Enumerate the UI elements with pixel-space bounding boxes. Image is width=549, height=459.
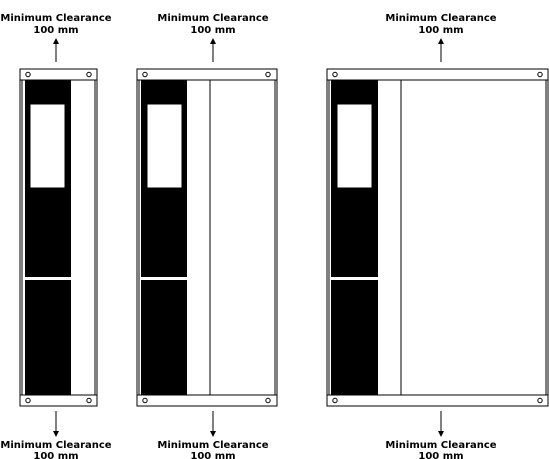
top-clearance-value-2: 100 mm bbox=[190, 25, 235, 36]
bottom-mounting-bracket-2 bbox=[136, 394, 278, 407]
mounting-hole bbox=[265, 71, 271, 78]
display-window-2 bbox=[146, 103, 183, 189]
mounting-hole bbox=[86, 397, 92, 404]
top-mounting-bracket-2 bbox=[136, 68, 278, 81]
panel-divider-2 bbox=[141, 277, 187, 280]
mounting-hole bbox=[537, 397, 543, 404]
mounting-hole bbox=[332, 397, 338, 404]
unit-medium: Minimum Clearance 100 mm Minimum Clearan… bbox=[136, 13, 278, 459]
mounting-hole bbox=[332, 71, 338, 78]
mounting-hole bbox=[537, 71, 543, 78]
bottom-arrowhead-1 bbox=[53, 431, 59, 437]
mounting-hole bbox=[25, 71, 31, 78]
top-mounting-bracket-1 bbox=[19, 68, 98, 81]
display-window-3 bbox=[336, 103, 373, 189]
bottom-clearance-value-1: 100 mm bbox=[33, 451, 78, 459]
bottom-clearance-label-1: Minimum Clearance bbox=[0, 440, 111, 451]
top-clearance-value-1: 100 mm bbox=[33, 25, 78, 36]
bottom-arrowhead-2 bbox=[210, 431, 216, 437]
panel-divider-1 bbox=[25, 277, 71, 280]
mounting-hole bbox=[265, 397, 271, 404]
top-mounting-bracket-3 bbox=[326, 68, 549, 81]
unit-large: Minimum Clearance 100 mm Minimum Clearan… bbox=[326, 13, 549, 459]
top-clearance-label-3: Minimum Clearance bbox=[385, 13, 496, 24]
bottom-arrowhead-3 bbox=[438, 431, 444, 437]
mounting-hole bbox=[142, 397, 148, 404]
bottom-clearance-label-2: Minimum Clearance bbox=[157, 440, 268, 451]
bottom-clearance-label-3: Minimum Clearance bbox=[385, 440, 496, 451]
top-clearance-label-2: Minimum Clearance bbox=[157, 13, 268, 24]
bottom-mounting-bracket-1 bbox=[19, 394, 98, 407]
panel-divider-3 bbox=[331, 277, 378, 280]
mounting-hole bbox=[142, 71, 148, 78]
bottom-clearance-value-3: 100 mm bbox=[418, 451, 463, 459]
bottom-clearance-value-2: 100 mm bbox=[190, 451, 235, 459]
unit-small: Minimum Clearance 100 mm Minimum Clearan… bbox=[0, 13, 111, 459]
top-clearance-label-1: Minimum Clearance bbox=[0, 13, 111, 24]
display-window-1 bbox=[29, 103, 66, 189]
bottom-mounting-bracket-3 bbox=[326, 394, 549, 407]
top-arrowhead-1 bbox=[53, 38, 59, 44]
top-arrowhead-3 bbox=[438, 38, 444, 44]
top-clearance-value-3: 100 mm bbox=[418, 25, 463, 36]
mounting-hole bbox=[86, 71, 92, 78]
mounting-hole bbox=[25, 397, 31, 404]
top-arrowhead-2 bbox=[210, 38, 216, 44]
